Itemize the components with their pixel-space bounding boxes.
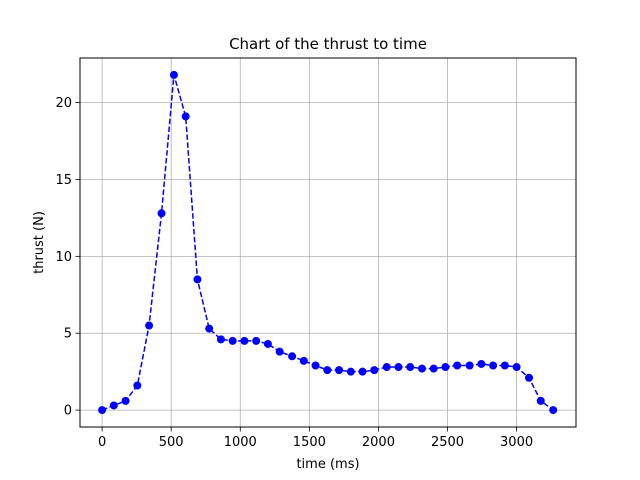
x-tick-label: 3000 (500, 435, 533, 450)
data-point (228, 336, 237, 345)
data-point (536, 396, 545, 405)
data-point (252, 336, 261, 345)
series-line (101, 74, 554, 411)
series-layer (98, 70, 558, 415)
data-point (441, 363, 450, 372)
data-point (358, 367, 367, 376)
data-point (275, 347, 284, 356)
x-tick-label: 1000 (224, 435, 257, 450)
data-point (417, 364, 426, 373)
data-point (453, 361, 462, 370)
chart-title: Chart of the thrust to time (229, 35, 427, 53)
x-axis-label: time (ms) (296, 457, 359, 472)
data-point (311, 361, 320, 370)
y-tick-label: 15 (55, 173, 72, 188)
y-tick-label: 5 (64, 327, 72, 342)
data-point (549, 406, 558, 415)
y-tick-label: 0 (64, 404, 72, 419)
data-point (500, 361, 509, 370)
ticks: 0 500 1000 1500 2000 2500 3000 0 5 10 15 20 (55, 96, 533, 450)
data-point (299, 356, 308, 365)
data-point (145, 321, 154, 330)
y-tick-label: 20 (55, 96, 72, 111)
data-point (323, 366, 332, 375)
data-point (98, 406, 107, 415)
data-point (465, 361, 474, 370)
data-point (512, 363, 521, 372)
data-point (477, 359, 486, 368)
data-point (370, 366, 379, 375)
x-tick-label: 500 (159, 435, 184, 450)
data-point (157, 209, 166, 218)
data-point (429, 364, 438, 373)
data-point (169, 70, 178, 79)
data-point (193, 275, 202, 284)
data-point (335, 366, 344, 375)
data-point (406, 363, 415, 372)
data-point (181, 112, 190, 121)
data-point (382, 363, 391, 372)
data-point (394, 363, 403, 372)
data-point (489, 361, 498, 370)
y-tick-label: 10 (55, 250, 72, 265)
data-point (109, 401, 118, 410)
x-tick-label: 2000 (362, 435, 395, 450)
data-point (240, 336, 249, 345)
data-point (133, 381, 142, 390)
x-tick-label: 0 (98, 435, 106, 450)
data-point (525, 373, 534, 382)
x-tick-label: 2500 (431, 435, 464, 450)
data-point (121, 396, 130, 405)
data-point (263, 339, 272, 348)
data-point (346, 367, 355, 376)
grid (80, 58, 576, 427)
plot-frame (79, 57, 577, 428)
data-point (205, 324, 214, 333)
x-tick-label: 1500 (293, 435, 326, 450)
data-point (216, 335, 225, 344)
y-axis-label: thrust (N) (32, 211, 47, 274)
data-point (288, 352, 297, 361)
